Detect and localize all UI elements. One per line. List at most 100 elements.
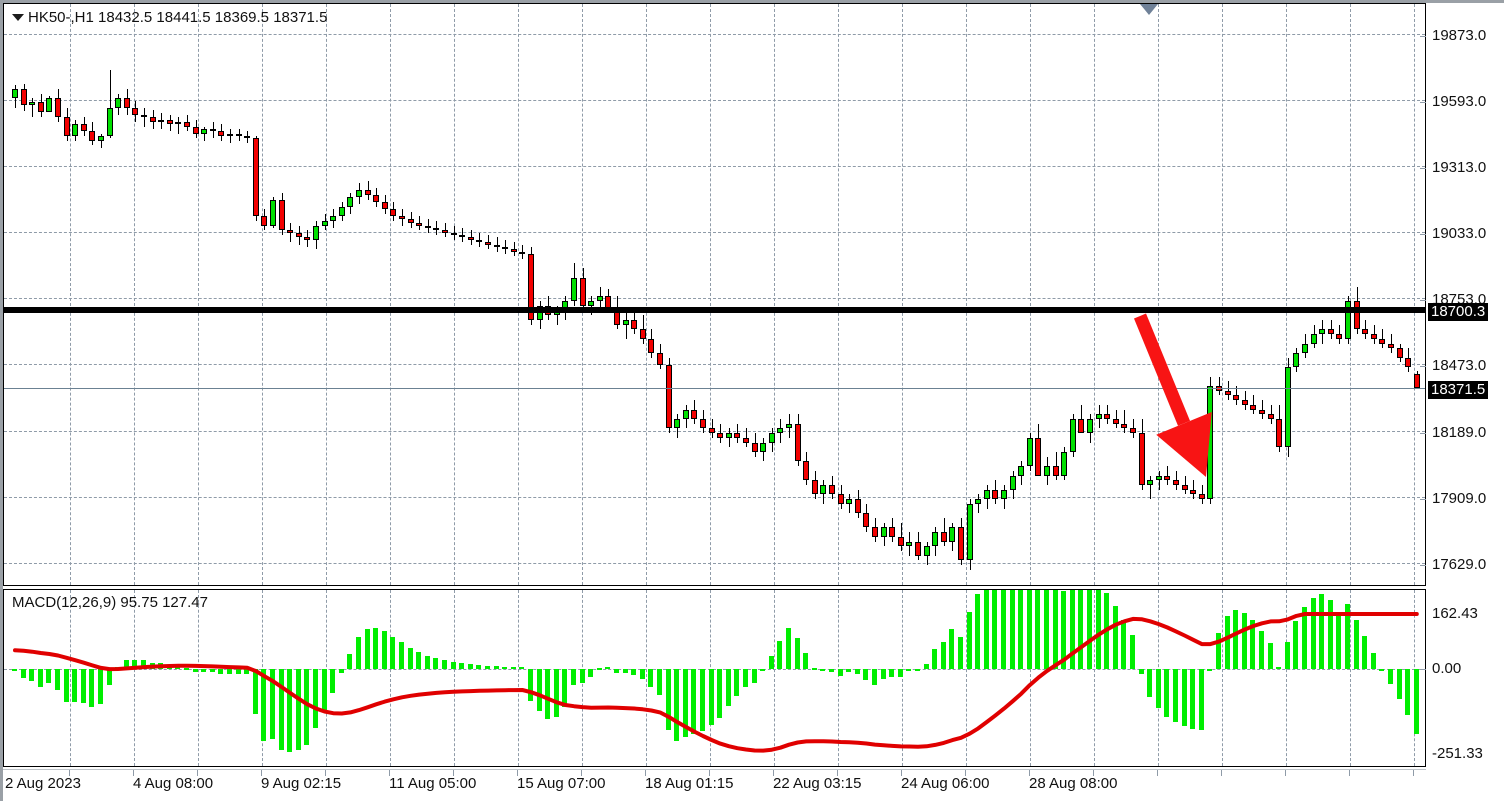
candle-wick <box>1331 319 1332 339</box>
macd-histogram-bar <box>1112 606 1118 669</box>
time-gridline <box>838 4 839 585</box>
macd-histogram-bar <box>700 668 705 731</box>
candle-wick <box>1150 475 1151 500</box>
price-chart-panel[interactable]: HK50-,H1 18432.5 18441.5 18369.5 18371.5 <box>3 3 1426 586</box>
macd-histogram-bar <box>829 668 834 673</box>
macd-histogram-bar <box>1362 636 1368 669</box>
candle-wick <box>712 418 713 438</box>
macd-histogram-bar <box>227 668 232 674</box>
price-axis-label: 19033.0 <box>1432 225 1487 243</box>
macd-histogram-bar <box>811 667 817 670</box>
macd-histogram-bar <box>1035 590 1041 669</box>
collapse-triangle-icon[interactable] <box>12 14 24 21</box>
price-level-badge[interactable]: 18371.5 <box>1428 380 1489 399</box>
time-gridline <box>390 4 391 585</box>
candle-body-bearish <box>89 131 96 141</box>
time-axis-tick <box>1221 770 1222 776</box>
candle-body-bullish <box>1001 489 1007 500</box>
candle-body-bearish <box>631 319 638 330</box>
candle-body-bearish <box>244 136 251 139</box>
macd-histogram-bar <box>536 668 542 711</box>
candle-wick <box>110 70 111 139</box>
candle-body-bearish <box>1198 494 1205 500</box>
candle-body-bullish <box>29 101 36 106</box>
candle-body-bearish <box>235 133 242 137</box>
candle-body-bullish <box>1026 437 1033 467</box>
candle-body-bullish <box>975 499 982 504</box>
candle-body-bearish <box>442 230 448 233</box>
candle-body-bearish <box>1104 414 1111 419</box>
time-axis-label: 2 Aug 2023 <box>5 775 81 792</box>
macd-axis-label: 0.00 <box>1432 659 1462 677</box>
macd-histogram-bar <box>502 666 508 669</box>
macd-histogram-bar <box>751 668 757 683</box>
macd-plot-area[interactable] <box>4 590 1425 766</box>
candle-body-bearish <box>450 232 457 236</box>
macd-histogram-bar <box>313 668 318 729</box>
time-axis-label: 18 Aug 01:15 <box>645 775 734 792</box>
price-level-badge[interactable]: 18700.3 <box>1428 303 1489 322</box>
macd-histogram-bar <box>915 668 920 672</box>
time-gridline <box>454 4 455 585</box>
candle-body-bearish <box>261 216 268 226</box>
macd-histogram-bar <box>906 668 912 671</box>
candle-body-bullish <box>1087 418 1093 434</box>
candle-body-bearish <box>1138 433 1145 485</box>
price-axis[interactable]: 19873.0 19593.0 19313.0 19033.0 18753.0 18473… <box>1420 3 1504 767</box>
time-axis-tick <box>517 770 518 776</box>
time-gridline <box>1350 590 1351 766</box>
macd-histogram-bar <box>29 668 35 681</box>
candle-body-bullish <box>1302 343 1308 353</box>
time-gridline <box>518 590 519 766</box>
candle-wick <box>230 129 231 144</box>
macd-histogram-bar <box>218 668 224 675</box>
macd-histogram-bar <box>485 665 490 669</box>
price-axis-tick <box>1420 366 1426 368</box>
time-axis-label: 28 Aug 08:00 <box>1029 775 1118 792</box>
macd-histogram-bar <box>141 660 146 669</box>
candle-body-bullish <box>321 220 328 226</box>
candle-body-bearish <box>648 338 655 353</box>
candle-body-bearish <box>872 527 878 537</box>
price-axis-tick <box>1420 498 1426 500</box>
candle-body-bearish <box>141 114 147 118</box>
time-axis-tick <box>389 770 390 776</box>
macd-histogram-bar <box>820 668 826 671</box>
candle-body-bearish <box>1362 329 1369 335</box>
candle-body-bullish <box>571 277 577 302</box>
macd-histogram-bar <box>983 590 989 669</box>
macd-indicator-panel[interactable]: MACD(12,26,9) 95.75 127.47 <box>3 589 1426 767</box>
macd-histogram-bar <box>880 668 886 679</box>
resistance-level[interactable] <box>4 307 1425 314</box>
candle-body-bullish <box>1207 385 1214 500</box>
macd-histogram-bar <box>80 668 86 704</box>
time-gridline <box>1286 4 1287 585</box>
time-axis[interactable]: 2 Aug 2023 4 Aug 08:00 9 Aug 02:15 11 Aug 0… <box>3 769 1426 799</box>
candle-wick <box>462 228 463 243</box>
time-axis-tick <box>1157 770 1158 776</box>
current-price-level[interactable] <box>4 387 1425 389</box>
time-gridline <box>198 4 199 585</box>
price-chart-header: HK50-,H1 18432.5 18441.5 18369.5 18371.5 <box>28 9 328 26</box>
candle-body-bearish <box>149 117 156 122</box>
macd-histogram-bar <box>356 637 361 669</box>
price-plot-area[interactable] <box>4 4 1425 585</box>
price-axis-label: 18473.0 <box>1432 357 1487 375</box>
candle-body-bullish <box>846 499 853 504</box>
candle-body-bearish <box>295 232 302 238</box>
macd-histogram-bar <box>923 663 929 669</box>
time-gridline <box>1094 4 1095 585</box>
macd-axis-tick <box>1420 668 1426 670</box>
time-gridline <box>1158 4 1159 585</box>
time-axis-label: 11 Aug 05:00 <box>389 775 477 792</box>
macd-histogram-bar <box>1155 668 1161 709</box>
time-axis-tick <box>1285 770 1286 776</box>
candle-body-bullish <box>347 197 354 207</box>
candle-body-bearish <box>364 190 371 195</box>
time-gridline <box>70 590 71 766</box>
macd-histogram-bar <box>966 612 972 669</box>
macd-histogram-bar <box>123 660 129 669</box>
down-triangle-marker-icon[interactable] <box>1140 4 1158 15</box>
macd-zero-line <box>4 668 1425 670</box>
candle-wick <box>144 107 145 127</box>
